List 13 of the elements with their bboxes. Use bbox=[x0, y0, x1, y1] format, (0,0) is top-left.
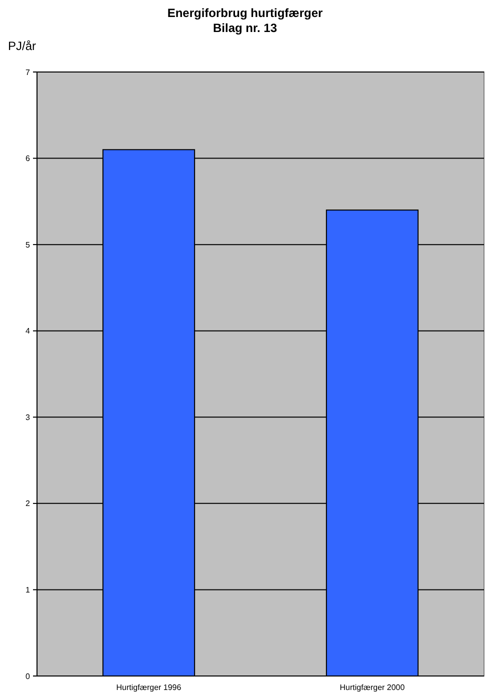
x-tick-label: Hurtigfærger 2000 bbox=[340, 683, 406, 692]
y-tick-label: 2 bbox=[26, 499, 31, 508]
y-axis-title: PJ/år bbox=[8, 39, 36, 53]
x-tick-label: Hurtigfærger 1996 bbox=[116, 683, 182, 692]
y-tick-label: 0 bbox=[26, 672, 31, 681]
y-tick-label: 4 bbox=[26, 326, 31, 336]
y-tick-label: 7 bbox=[26, 68, 31, 77]
y-tick-label: 1 bbox=[26, 586, 31, 595]
y-tick-label: 5 bbox=[26, 240, 31, 250]
y-tick-label: 6 bbox=[26, 154, 31, 164]
chart-title: Energiforbrug hurtigfærger bbox=[167, 6, 323, 20]
y-tick-label: 3 bbox=[26, 412, 31, 422]
chart-subtitle: Bilag nr. 13 bbox=[212, 21, 278, 35]
